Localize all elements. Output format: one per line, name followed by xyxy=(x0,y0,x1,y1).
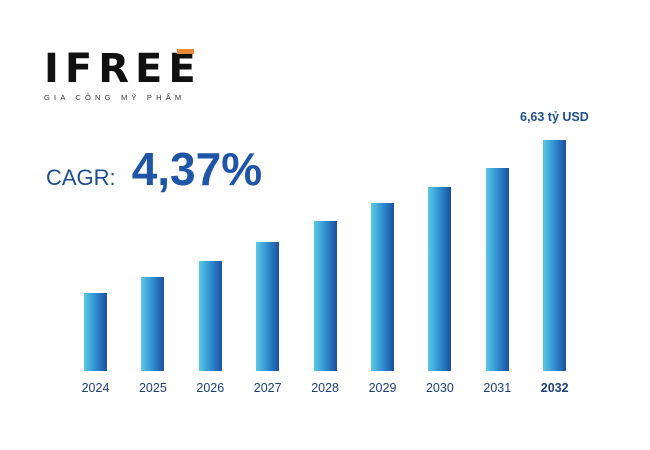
cagr-value: 4,37% xyxy=(131,143,263,195)
bar-2025 xyxy=(141,277,165,371)
x-tick-label: 2031 xyxy=(483,381,512,395)
x-tick-label: 2032 xyxy=(540,381,569,395)
bar-2028 xyxy=(313,221,337,371)
cagr-headline: CAGR: 4,37% xyxy=(46,142,262,196)
bar-2027 xyxy=(256,242,280,371)
x-tick-label: 2025 xyxy=(138,381,167,395)
x-tick-label: 2028 xyxy=(311,381,339,395)
x-tick-label: 2026 xyxy=(196,381,225,395)
x-tick-label: 2029 xyxy=(368,381,397,395)
bar-annotation-2032: 6,63 tỷ USD xyxy=(520,110,589,124)
x-tick-label: 2027 xyxy=(253,381,282,395)
x-tick-label: 2030 xyxy=(425,381,454,395)
bar-2030 xyxy=(428,187,452,371)
bar-2026 xyxy=(198,261,222,371)
bar-2029 xyxy=(371,203,394,371)
logo-tagline: GIA CÔNG MỸ PHẨM xyxy=(44,93,186,102)
x-tick-label: 2024 xyxy=(81,381,110,395)
bar-2031 xyxy=(485,168,509,371)
bar-2024 xyxy=(84,293,107,371)
logo-accent-bar xyxy=(177,49,194,54)
cagr-label: CAGR: xyxy=(46,165,116,190)
brand-logo: IFREE GIA CÔNG MỸ PHẨM xyxy=(44,49,202,102)
logo-wordmark: IFREE xyxy=(44,46,202,92)
bar-2032 xyxy=(543,140,567,371)
